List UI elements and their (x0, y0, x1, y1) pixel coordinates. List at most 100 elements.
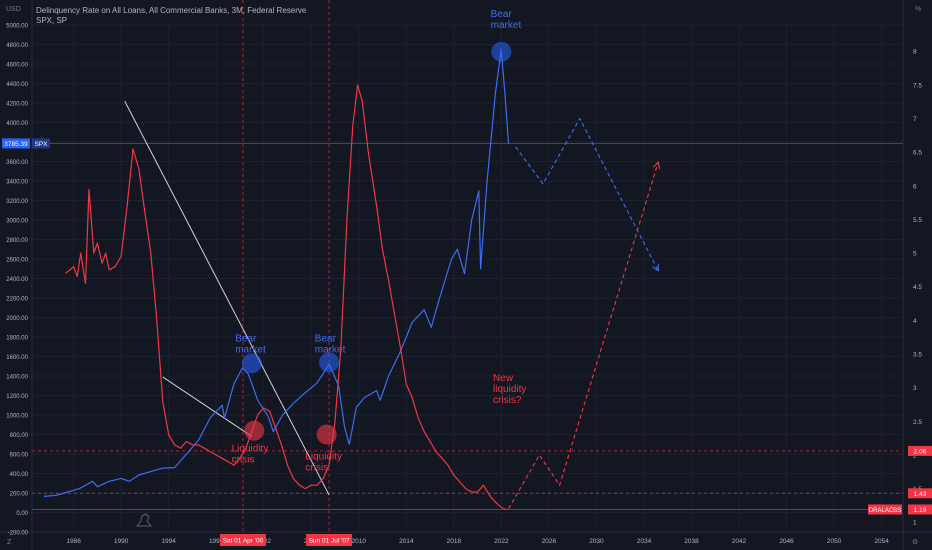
right-price-tag (908, 504, 932, 515)
x-axis-tick-label: 2010 (352, 538, 367, 545)
left-axis-tick-label: 3000.00 (6, 219, 28, 225)
left-axis-tick-label: 3400.00 (6, 180, 28, 186)
series-tag (32, 138, 50, 149)
date-crosshair-lines (242, 0, 330, 532)
left-axis-tick-label: 3200.00 (6, 199, 28, 205)
x-axis-tick-label: 2026 (542, 538, 557, 545)
left-axis-tick-label: 4000.00 (6, 121, 28, 127)
red-highlight-marker[interactable] (316, 424, 337, 445)
left-price-tag (2, 138, 30, 149)
trendlines[interactable] (124, 100, 330, 496)
left-axis-tick-label: 400.00 (10, 472, 29, 478)
x-axis-tick-label: 2046 (779, 538, 794, 545)
right-axis-tick-label: 2 (913, 452, 917, 459)
left-axis-tick-label: 2000.00 (6, 316, 28, 322)
projection-path[interactable] (508, 162, 659, 510)
projection-path[interactable] (515, 117, 659, 271)
left-axis-tick-label: 1600.00 (6, 355, 28, 361)
left-axis-tick-label: 2600.00 (6, 258, 28, 264)
right-price-tag (908, 488, 932, 499)
legend-series-delinquency[interactable]: Delinquency Rate on All Loans, All Comme… (36, 6, 307, 15)
annotation-text[interactable]: market (315, 344, 346, 355)
x-axis-tick-label: 2054 (874, 538, 889, 545)
x-axis-tick-label: 1990 (114, 538, 129, 545)
left-axis-tick-label: 1400.00 (6, 375, 28, 381)
annotation-text[interactable]: market (491, 20, 522, 31)
price-tags: 3785.39 SPX 2.06 1.43 1.19 DRALACBS (2, 138, 932, 515)
right-price-tag-value: 1.43 (914, 491, 927, 498)
right-axis-unit-label: % (915, 6, 922, 13)
projection-arrowhead[interactable] (652, 161, 661, 170)
timezone-icon[interactable]: Z (7, 539, 12, 546)
left-axis-tick-label: 2400.00 (6, 277, 28, 283)
goto-date-icon[interactable]: ⚙ (912, 538, 918, 546)
annotation-text[interactable]: Bear (315, 333, 337, 344)
trendline[interactable] (162, 376, 253, 437)
blue-highlight-marker[interactable] (491, 41, 512, 62)
right-axis-tick-label: 6 (913, 183, 917, 190)
series-tag-label: DRALACBS (869, 508, 901, 514)
series-tag-label: SPX (34, 141, 48, 148)
left-axis-tick-label: 1200.00 (6, 394, 28, 400)
x-axis-tick-label: 2022 (494, 538, 509, 545)
right-axis-tick-label: 4 (913, 318, 917, 325)
tradingview-logo-icon[interactable] (135, 513, 153, 527)
right-axis-tick-label: 2.5 (913, 419, 922, 426)
left-axis-currency-label: USD (6, 6, 21, 13)
red-highlight-marker[interactable] (244, 420, 265, 441)
projection-lines[interactable] (508, 117, 661, 510)
left-axis-tick-label: 200.00 (10, 492, 29, 498)
blue-highlight-marker[interactable] (241, 353, 262, 374)
date-highlight-label: Sat 01 Apr '00 (223, 538, 264, 545)
annotation-text[interactable]: New (493, 373, 514, 384)
x-axis-tick-label: 2050 (827, 538, 842, 545)
right-axis-tick-label: 5.5 (913, 217, 922, 224)
left-axis-tick-label: -200.00 (8, 531, 29, 537)
left-axis-tick-label: 1800.00 (6, 336, 28, 342)
blue-highlight-marker[interactable] (319, 352, 340, 373)
x-axis-tick-label: 2018 (447, 538, 462, 545)
series-line-dralacbs (64, 84, 507, 511)
annotations[interactable]: BearmarketBearmarketBearmarketLiquidityc… (232, 9, 527, 473)
projection-arrowhead[interactable] (652, 263, 659, 272)
annotation-text[interactable]: liquidity (493, 384, 526, 395)
right-axis-tick-label: 3.5 (913, 352, 922, 359)
series-lines (43, 48, 510, 511)
annotation-text[interactable]: crisis (305, 462, 328, 473)
left-axis-tick-label: 0.00 (16, 511, 28, 517)
x-axis-tick-label: 2034 (637, 538, 652, 545)
x-axis-tick-label: 2030 (589, 538, 604, 545)
right-axis-tick-label: 4.5 (913, 284, 922, 291)
right-price-tag (908, 445, 932, 456)
annotation-text[interactable]: crisis (232, 455, 255, 466)
left-axis-tick-label: 2200.00 (6, 297, 28, 303)
x-axis-tick-label: 2042 (732, 538, 747, 545)
annotation-text[interactable]: Bear (491, 9, 513, 20)
right-axis-tick-label: 7 (913, 116, 917, 123)
right-axis-tick-label: 5 (913, 251, 917, 258)
annotation-text[interactable]: Bear (235, 333, 257, 344)
x-axis-tick-label: 1986 (66, 538, 81, 545)
left-axis-tick-label: 4400.00 (6, 82, 28, 88)
left-price-tag-value: 3785.39 (4, 141, 28, 148)
highlight-markers[interactable] (241, 41, 512, 445)
left-axis-tick-label: 2800.00 (6, 238, 28, 244)
right-axis-tick-label: 6.5 (913, 150, 922, 157)
annotation-text[interactable]: crisis? (493, 395, 522, 406)
right-axis-tick-label: 7.5 (913, 82, 922, 89)
date-highlight-tag (219, 534, 266, 546)
series-tag (868, 504, 902, 515)
time-axis-highlights: Sat 01 Apr '00 Sun 01 Jul '07 (219, 534, 353, 546)
right-price-tag-value: 2.06 (914, 448, 927, 455)
left-axis-tick-label: 5000.00 (6, 24, 28, 30)
legend-series-spx[interactable]: SPX, SP (36, 16, 68, 25)
annotation-text[interactable]: Liquidity (305, 451, 342, 462)
series-line-spx (43, 48, 510, 497)
time-axis-settings[interactable]: Z ⚙ (7, 538, 918, 546)
annotation-text[interactable]: market (235, 344, 266, 355)
right-price-tag-value: 1.19 (914, 507, 927, 514)
annotation-text[interactable]: Liquidity (232, 444, 269, 455)
trendline[interactable] (124, 100, 330, 496)
